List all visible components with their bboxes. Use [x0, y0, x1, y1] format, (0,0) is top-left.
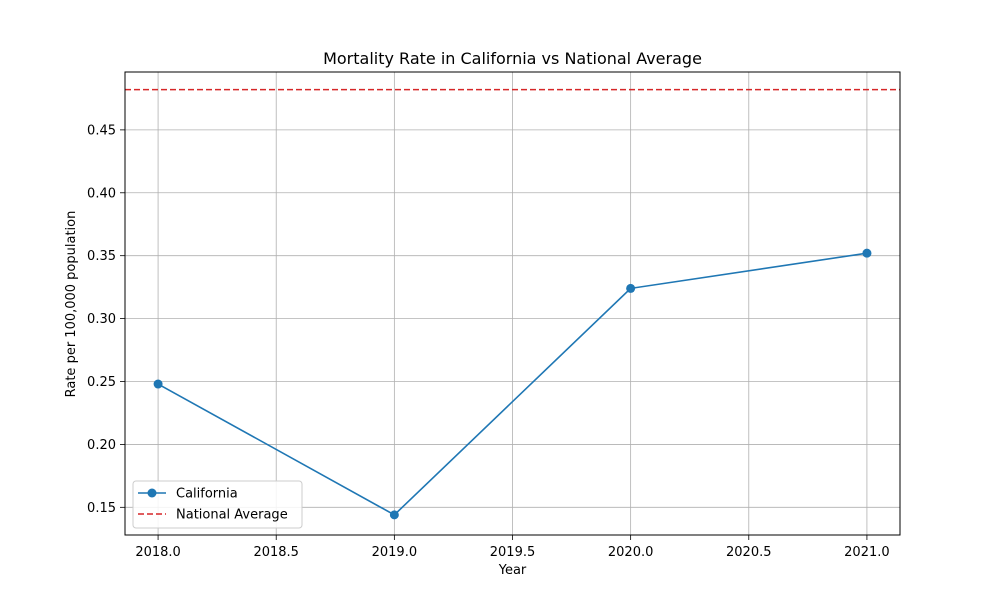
california-data-point	[153, 379, 163, 389]
y-axis-label: Rate per 100,000 population	[64, 211, 79, 398]
california-data-point	[389, 510, 399, 520]
california-data-point	[626, 283, 636, 293]
x-tick-label: 2021.0	[844, 545, 890, 560]
legend-national-average-label: National Average	[176, 508, 288, 523]
data-series	[153, 248, 872, 520]
x-tick-label: 2020.0	[608, 545, 654, 560]
y-tick-label: 0.15	[87, 501, 116, 516]
california-series-line	[157, 252, 868, 516]
legend: California National Average	[132, 480, 303, 529]
y-tick-label: 0.45	[87, 123, 116, 138]
y-tick-label: 0.30	[87, 312, 116, 327]
legend-california-label: California	[176, 487, 238, 502]
x-tick-label: 2019.0	[372, 545, 418, 560]
x-tick-label: 2019.5	[490, 545, 536, 560]
x-axis-ticks: 2018.0 2018.5 2019.0 2019.5 2020.0 2020.5 2021…	[135, 535, 890, 560]
y-tick-label: 0.35	[87, 249, 116, 264]
x-tick-label: 2018.5	[253, 545, 299, 560]
x-axis-label: Year	[498, 563, 527, 578]
legend-california-marker	[147, 488, 157, 498]
y-tick-label: 0.20	[87, 438, 116, 453]
chart-title: Mortality Rate in California vs National…	[323, 49, 702, 68]
y-tick-label: 0.40	[87, 186, 116, 201]
x-tick-label: 2020.5	[726, 545, 772, 560]
x-tick-label: 2018.0	[135, 545, 181, 560]
y-tick-label: 0.25	[87, 375, 116, 390]
california-data-point	[862, 248, 872, 258]
legend-box	[132, 480, 303, 529]
y-axis-ticks: 0.15 0.20 0.25 0.30 0.35 0.40 0.45	[87, 123, 125, 516]
